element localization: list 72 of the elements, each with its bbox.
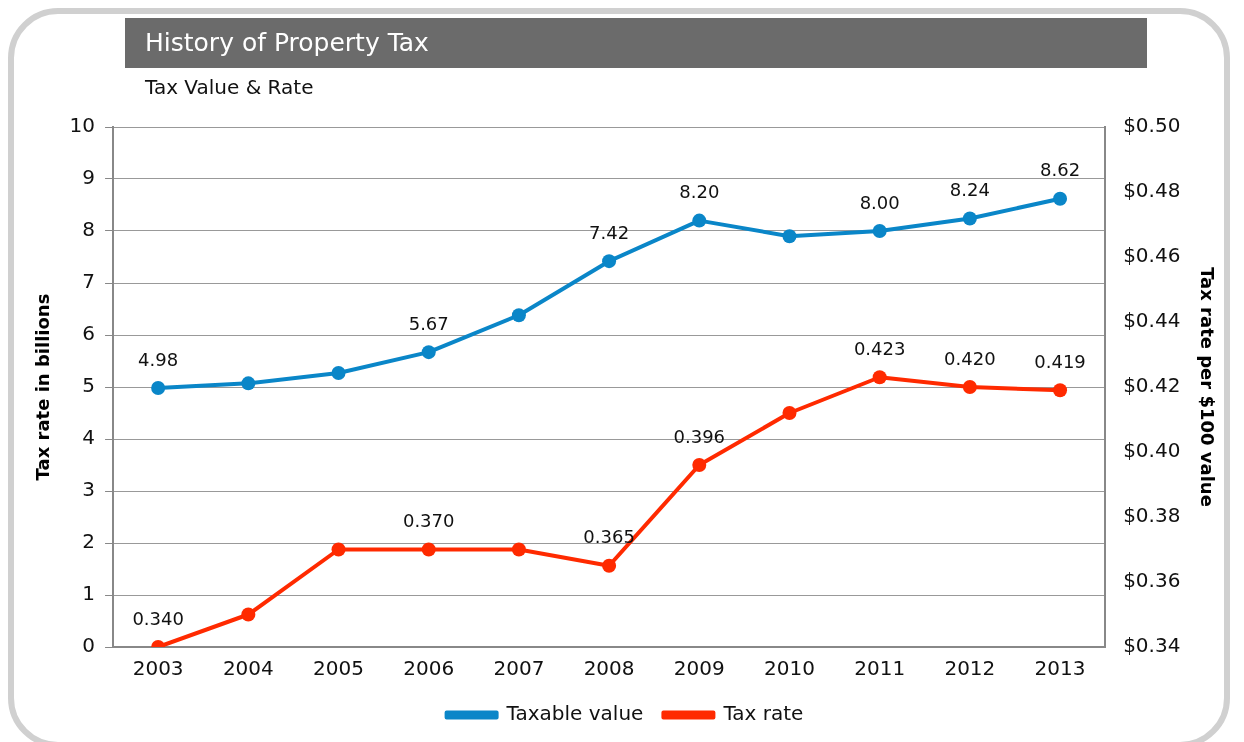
point	[602, 254, 617, 269]
data-label: 0.419	[1034, 350, 1086, 372]
y-tick-label: 7	[82, 269, 96, 294]
data-label: 0.423	[853, 337, 906, 359]
data-label: 8.20	[679, 181, 720, 203]
point	[962, 211, 977, 226]
x-tick-label: 2008	[583, 656, 635, 681]
chart-subtitle: Tax Value & Rate	[145, 75, 314, 99]
point	[331, 365, 346, 380]
chart-title: History of Property Tax	[125, 18, 1147, 68]
point	[241, 376, 256, 391]
y2-axis-title: Tax rate per $100 value	[1196, 267, 1218, 507]
y-tick-label: 3	[82, 477, 96, 502]
y2-tick-label: $0.38	[1123, 503, 1181, 528]
legend-label: Taxable value	[505, 701, 644, 726]
y2-tick-label: $0.34	[1123, 633, 1181, 658]
y-tick-label: 2	[82, 529, 96, 554]
data-label: 0.396	[673, 425, 726, 447]
point	[241, 607, 256, 622]
y-tick-label: 5	[82, 373, 96, 398]
point	[421, 542, 436, 557]
x-tick-label: 2005	[313, 656, 364, 681]
data-label: 8.62	[1040, 159, 1081, 181]
y-tick-label: 4	[82, 425, 96, 450]
x-tick-label: 2010	[764, 656, 815, 681]
point	[692, 213, 707, 228]
data-label: 0.370	[402, 510, 455, 532]
x-tick-label: 2009	[673, 656, 725, 681]
point	[331, 542, 346, 557]
data-label: 0.365	[583, 526, 635, 548]
y2-tick-label: $0.50	[1123, 113, 1181, 138]
y2-tick-label: $0.36	[1123, 568, 1181, 593]
point	[511, 542, 526, 557]
y-tick-label: 1	[82, 581, 96, 606]
y2-tick-label: $0.40	[1123, 438, 1181, 463]
y2-tick-label: $0.46	[1123, 243, 1181, 268]
data-label: 8.00	[859, 191, 900, 213]
point	[1053, 383, 1068, 398]
point	[1053, 191, 1068, 206]
y-tick-label: 9	[82, 165, 96, 190]
y2-tick-label: $0.48	[1123, 178, 1181, 203]
point	[782, 229, 797, 244]
data-label: 7.42	[589, 221, 630, 243]
x-tick-label: 2013	[1034, 656, 1086, 681]
y-tick-label: 10	[69, 113, 96, 138]
point	[962, 380, 977, 394]
y-axis-title: Tax rate in billions	[32, 293, 54, 481]
data-label: 0.340	[132, 607, 184, 629]
point	[151, 381, 166, 396]
y2-tick-label: $0.42	[1123, 373, 1181, 398]
point	[602, 558, 617, 573]
point	[872, 370, 887, 385]
data-label: 4.98	[138, 348, 179, 370]
y2-tick-label: $0.44	[1123, 308, 1181, 333]
data-label: 8.24	[949, 179, 990, 201]
point	[692, 458, 707, 472]
legend-label: Tax rate	[722, 701, 804, 726]
y-tick-label: 8	[82, 217, 96, 242]
y-tick-label: 0	[82, 633, 96, 658]
x-tick-label: 2006	[403, 656, 455, 681]
data-label: 5.67	[408, 312, 449, 334]
data-label: 0.420	[944, 347, 996, 369]
point	[782, 406, 797, 420]
x-tick-label: 2011	[854, 656, 906, 681]
x-tick-label: 2012	[944, 656, 996, 681]
y-tick-label: 6	[82, 321, 96, 346]
x-tick-label: 2003	[132, 656, 184, 681]
x-tick-label: 2004	[222, 656, 274, 681]
point	[421, 345, 436, 360]
point	[872, 224, 887, 238]
point	[511, 308, 526, 323]
x-tick-label: 2007	[493, 656, 545, 681]
